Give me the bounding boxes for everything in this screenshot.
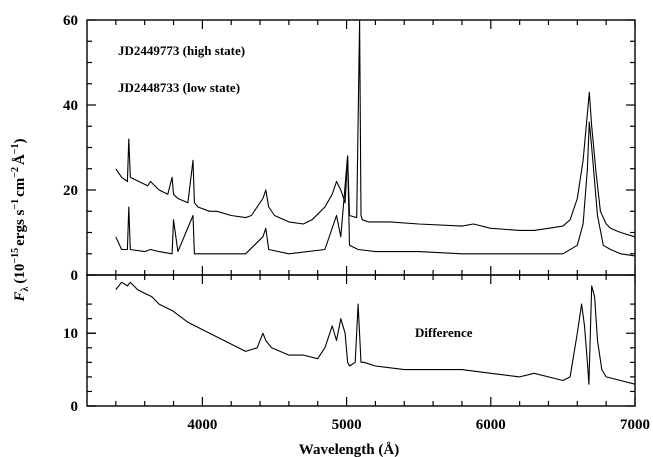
y-tick-label-top: 0 bbox=[71, 268, 79, 284]
series-line-panel1-0 bbox=[116, 282, 635, 384]
y-tick-label-bottom: 0 bbox=[71, 399, 79, 415]
y-tick-label-bottom: 10 bbox=[63, 326, 78, 342]
difference-label: Difference bbox=[415, 325, 473, 340]
spectrum-lines bbox=[116, 20, 635, 384]
y-tick-label-top: 40 bbox=[63, 98, 78, 114]
y-tick-label-top: 60 bbox=[63, 13, 78, 29]
legend-high-state: JD2449773 (high state) bbox=[118, 43, 245, 58]
x-tick-label: 7000 bbox=[620, 417, 650, 433]
x-tick-label: 4000 bbox=[187, 417, 217, 433]
legend-low-state: JD2448733 (low state) bbox=[118, 80, 240, 95]
axis-tick-labels: 4000 5000 6000 7000 0 20 40 60 0 10 bbox=[63, 13, 650, 433]
bottom-panel-frame bbox=[87, 275, 635, 406]
x-axis-title: Wavelength (Å) bbox=[299, 442, 399, 457]
y-axis-title: Fλ(10−15ergs s−1cm−2Å−1) bbox=[10, 139, 31, 303]
x-tick-label: 6000 bbox=[476, 417, 506, 433]
x-tick-label: 5000 bbox=[332, 417, 362, 433]
y-tick-label-top: 20 bbox=[63, 183, 78, 199]
